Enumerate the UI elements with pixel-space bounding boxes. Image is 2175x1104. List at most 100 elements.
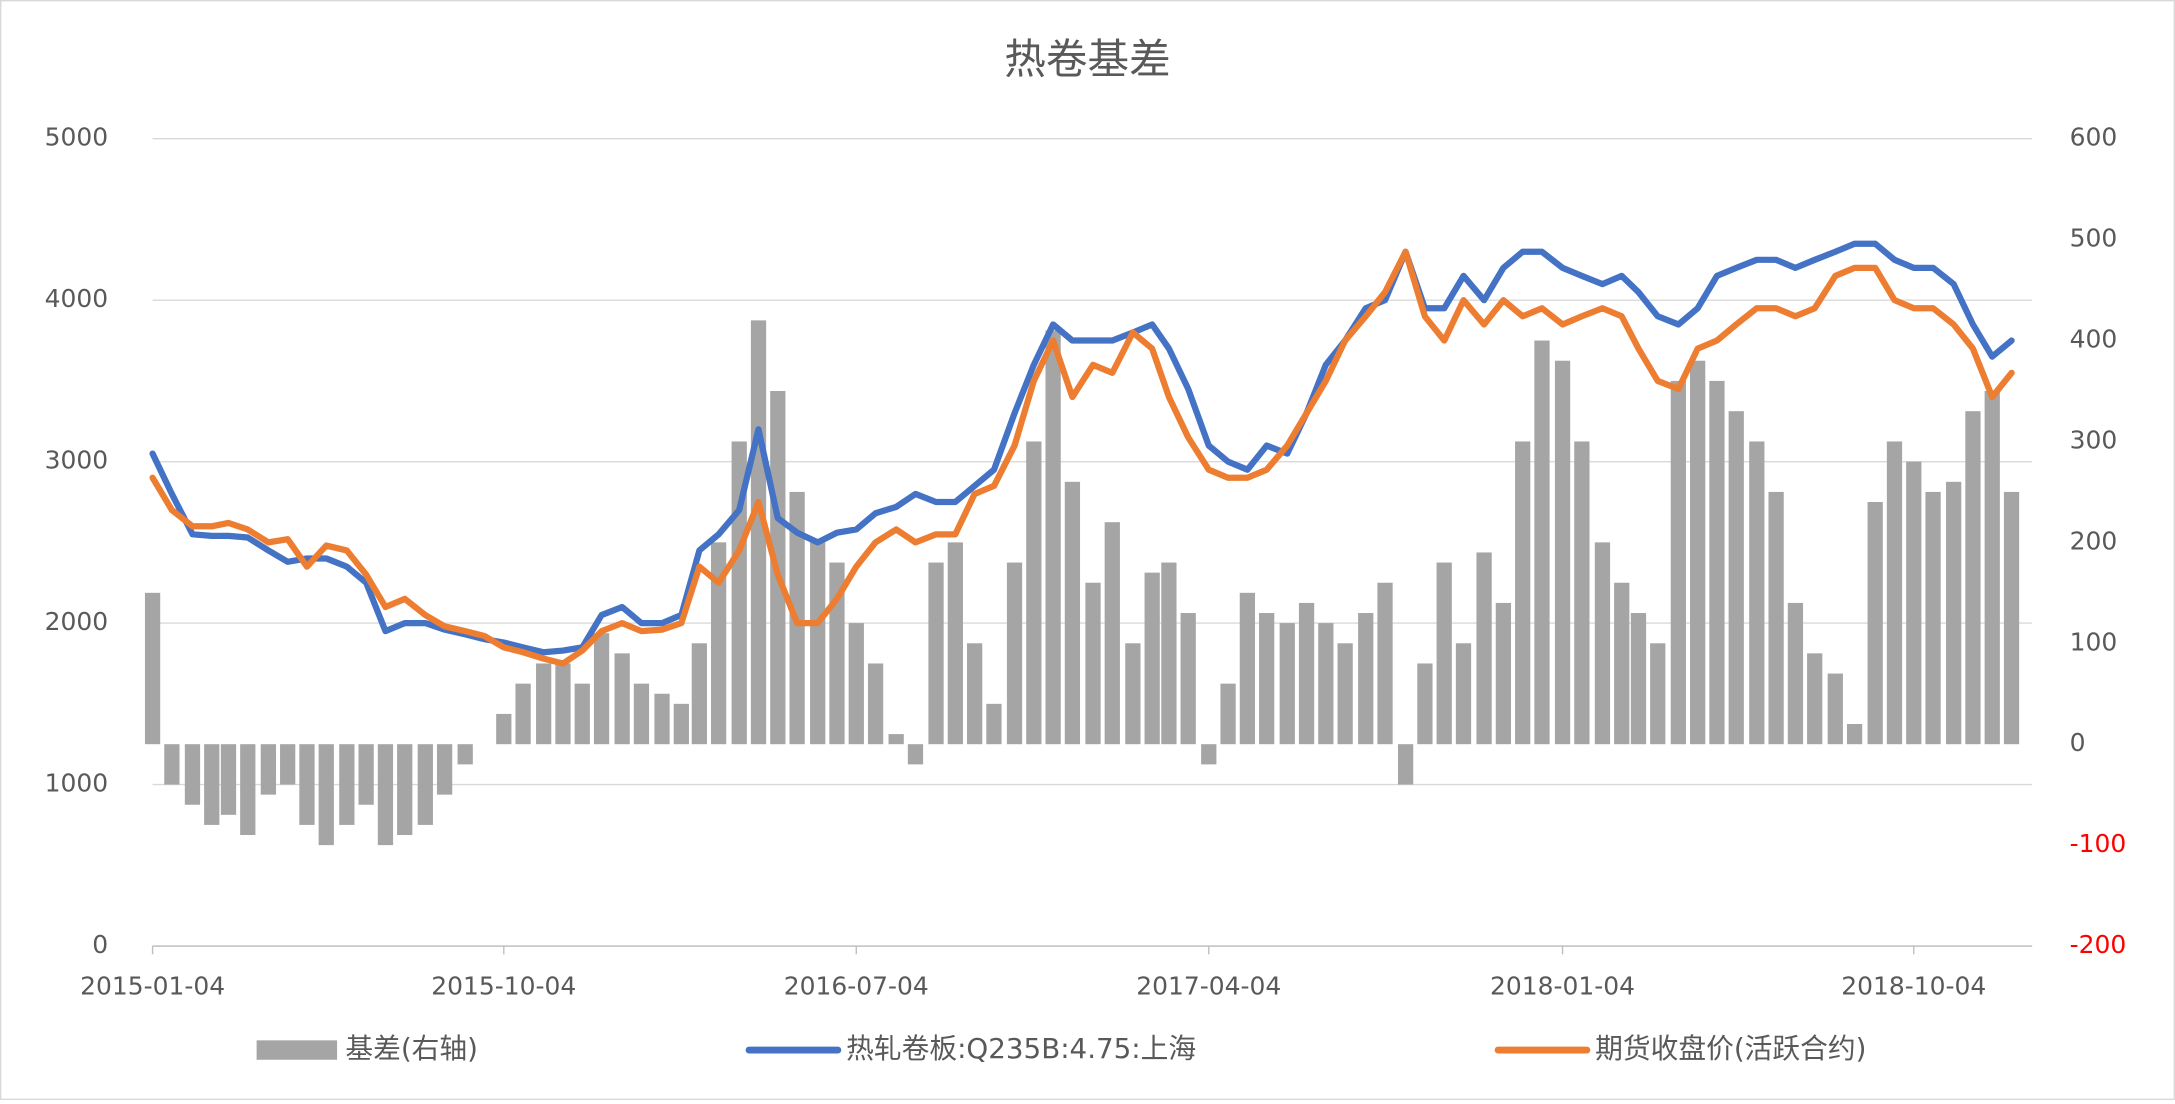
y2-tick-label: -200: [2070, 930, 2127, 959]
bar: [204, 744, 220, 825]
bar: [848, 623, 864, 745]
bar: [1259, 613, 1275, 745]
bar: [1614, 582, 1630, 745]
bar: [1201, 744, 1217, 765]
bar: [1867, 502, 1883, 745]
bar: [1787, 602, 1804, 745]
y2-tick-label: 400: [2070, 325, 2118, 354]
bar: [1104, 522, 1120, 745]
bar: [1239, 592, 1256, 745]
legend-label: 热轧卷板:Q235B:4.75:上海: [846, 1032, 1196, 1065]
y-tick-label: 5000: [45, 123, 109, 152]
bar: [1455, 643, 1472, 745]
bar: [1515, 441, 1531, 745]
y-tick-label: 4000: [45, 284, 109, 313]
legend-label: 基差(右轴): [345, 1032, 478, 1065]
bar: [515, 683, 531, 745]
bar: [2003, 491, 2020, 745]
bar: [1125, 643, 1141, 745]
bar: [457, 744, 473, 765]
bar: [164, 744, 180, 785]
bar: [1397, 744, 1414, 785]
bar: [260, 744, 276, 795]
bar: [1946, 481, 1962, 745]
bar: [184, 744, 201, 805]
bar: [928, 562, 944, 745]
bar: [1006, 562, 1023, 745]
bar: [1377, 582, 1393, 745]
line: [149, 240, 2015, 656]
y-tick-label: 2000: [45, 607, 109, 636]
bar: [967, 643, 983, 745]
bar: [1064, 481, 1081, 745]
y2-tick-label: 200: [2070, 526, 2118, 555]
y2-tick-label: 0: [2070, 728, 2086, 757]
bar: [654, 693, 670, 745]
x-tick-label: 2016-07-04: [784, 972, 929, 1001]
bar: [1846, 724, 1863, 745]
x-tick-label: 2015-01-04: [80, 972, 225, 1001]
bar: [1827, 673, 1843, 745]
bar: [1085, 582, 1101, 745]
y2-tick-label: 500: [2070, 224, 2118, 253]
x-tick-label: 2018-10-04: [1841, 972, 1986, 1001]
bar: [1906, 461, 1922, 745]
bar: [1554, 360, 1571, 745]
bar: [574, 683, 590, 745]
bar: [1161, 562, 1177, 745]
bar: [711, 542, 727, 745]
bar: [1709, 380, 1725, 745]
legend-key: [256, 1040, 338, 1060]
bar: [810, 542, 826, 745]
bar: [436, 744, 453, 795]
bar: [417, 744, 433, 825]
bar: [1534, 340, 1550, 745]
bar: [593, 633, 610, 745]
bar: [1728, 411, 1744, 745]
chart-title: 热卷基差: [1004, 34, 1170, 83]
bar: [536, 663, 552, 745]
bar: [1318, 623, 1334, 745]
bar: [1436, 562, 1452, 745]
bar: [144, 592, 161, 745]
bar: [750, 320, 767, 745]
bar: [867, 663, 884, 745]
bar: [1045, 330, 1061, 745]
bar: [220, 744, 237, 815]
line: [149, 248, 2015, 667]
bar: [614, 653, 630, 745]
bar: [358, 744, 374, 805]
bar: [299, 744, 315, 825]
y2-tick-label: 600: [2070, 123, 2118, 152]
bar: [1144, 572, 1160, 745]
bar: [1630, 613, 1647, 745]
bar: [1220, 683, 1236, 745]
y-tick-label: 1000: [45, 769, 109, 798]
y2-tick-label: -100: [2070, 829, 2127, 858]
bar: [1417, 663, 1433, 745]
bar: [1925, 491, 1941, 745]
y-tick-label: 0: [92, 930, 108, 959]
bar: [691, 643, 707, 745]
bar: [496, 713, 512, 745]
bar: [1984, 391, 2000, 745]
bar: [1298, 602, 1315, 745]
bar: [1476, 552, 1492, 745]
bar: [1180, 613, 1196, 745]
bar: [1337, 643, 1353, 745]
bar: [947, 542, 963, 745]
bar: [240, 744, 256, 836]
bar: [339, 744, 355, 825]
bar: [673, 703, 689, 745]
bar: [1690, 360, 1706, 745]
bar: [888, 734, 904, 745]
bar: [555, 663, 571, 745]
legend-label: 期货收盘价(活跃合约): [1595, 1032, 1866, 1065]
bar: [907, 744, 924, 765]
bar: [986, 703, 1002, 745]
bar: [1650, 643, 1666, 745]
bar: [1279, 623, 1295, 745]
x-tick-label: 2015-10-04: [431, 972, 576, 1001]
